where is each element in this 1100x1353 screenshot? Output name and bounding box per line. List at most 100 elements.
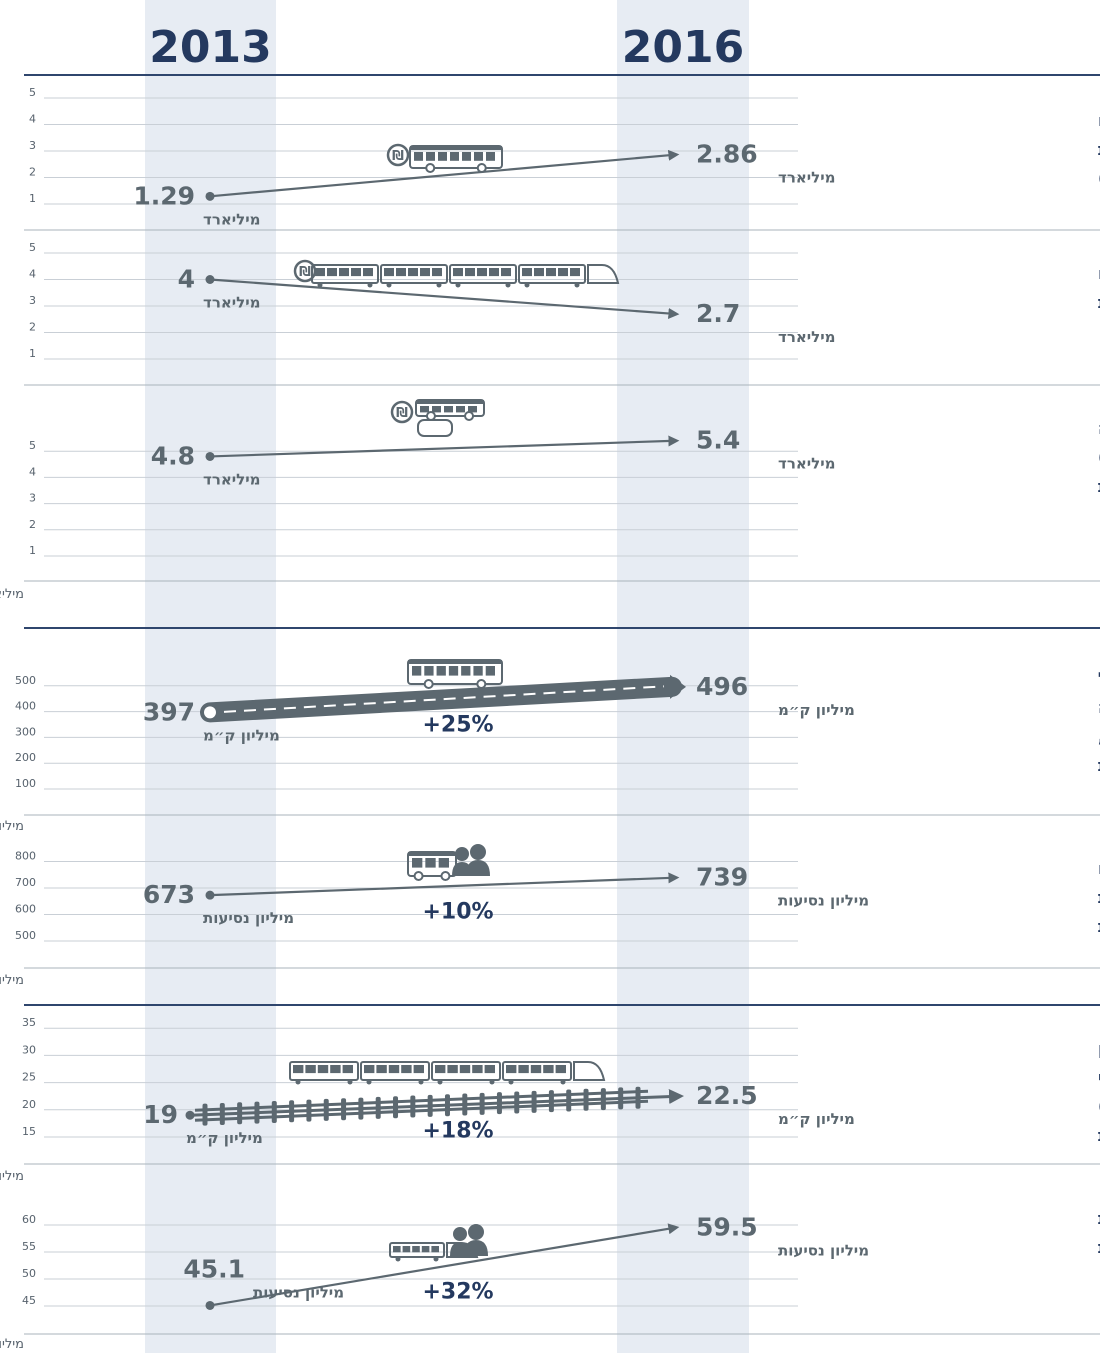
rail-sleeper: [444, 1094, 450, 1117]
panel-title-line: באותה שנה) באוטובוסים,: [1098, 727, 1100, 746]
value-2016: 739: [696, 863, 748, 892]
panel-title-line: תקציב לפיתוח: [1098, 264, 1100, 283]
value-2013: 4: [178, 265, 195, 294]
value-2016: 59.5: [696, 1213, 758, 1242]
series-line: [209, 872, 680, 897]
value-2013: 673: [143, 880, 195, 909]
rail-sleeper: [289, 1100, 295, 1123]
axis-unit-label: מיליון נסיעות: [0, 1337, 24, 1352]
axis-unit-label: מיליון ק״מ: [0, 819, 24, 834]
train-track-icon: [289, 1061, 606, 1085]
panel-title-line: התחבורה באותה שנה): [1098, 1097, 1100, 1116]
value-2016: 2.86: [696, 140, 758, 169]
unit-2016: מיליארד: [778, 169, 836, 187]
svg-text:₪: ₪: [299, 265, 311, 280]
panel-3: 1 2 3 4 5 מיליארד ₪ תקציב תמיכה (סבסוד) בתחבורה …: [0, 399, 1100, 602]
rail-sleeper: [202, 1103, 208, 1126]
series-line: [209, 278, 680, 319]
panel-7: 45 50 55 60 מיליון נסיעות מספר נסיעות נוסעים ב…: [0, 1209, 1100, 1352]
y-tick-label: 4: [29, 268, 36, 281]
unit-2013: מיליון ק״מ: [186, 1129, 263, 1147]
rail-sleeper: [306, 1099, 312, 1122]
series-arrowhead: [670, 674, 686, 699]
rail-sleeper: [514, 1091, 520, 1114]
series-line: [189, 1089, 684, 1117]
value-2013: 4.8: [151, 441, 195, 470]
panel-title-line: באוטובוסים, רכבת: [1098, 888, 1100, 907]
panel-title-line: קלה ומטרונית: [1098, 917, 1100, 936]
y-tick-label: 30: [22, 1043, 36, 1056]
bus-icon: [407, 659, 503, 689]
unit-2013: מיליון נסיעות: [253, 1283, 344, 1301]
y-tick-label: 300: [15, 725, 36, 738]
rail-sleeper: [219, 1102, 225, 1125]
rail-sleeper: [618, 1087, 624, 1110]
y-tick-label: 1: [29, 347, 36, 360]
y-tick-label: 3: [29, 492, 36, 505]
unit-2013: מיליארד: [203, 294, 261, 312]
y-tick-label: 800: [15, 850, 36, 863]
panel-title-line: רכבת קלה ומטרונית: [1098, 756, 1100, 775]
panel-4: 100 200 300 400 500 מיליון ק״מ היקף השירות הני…: [0, 659, 1100, 834]
panel-title-line: בתחבורה ציבורית: [1098, 477, 1100, 496]
value-2016: 496: [696, 672, 748, 701]
panel-title-line: מספר נסיעות: [1098, 1209, 1100, 1228]
unit-2013: מיליארד: [203, 470, 261, 488]
train-shekel-icon: ₪: [293, 259, 620, 288]
unit-2016: מיליון נסיעות: [778, 892, 869, 910]
panel-title-line: היקף השירות הניתן: [1098, 1039, 1100, 1058]
y-tick-label: 35: [22, 1016, 36, 1029]
value-2016: 22.5: [696, 1081, 758, 1110]
svg-text:₪: ₪: [392, 149, 404, 164]
point-2013: [205, 191, 215, 201]
series-line: [200, 676, 682, 723]
point-2013: [205, 451, 215, 461]
rail-top: [194, 1089, 649, 1112]
point-2013: [205, 1300, 215, 1310]
panel-title-line: תחבורה ציבורית: [1098, 140, 1100, 159]
percent-change: +18%: [422, 1119, 493, 1144]
point-2013: [204, 706, 216, 719]
percent-change: +32%: [422, 1280, 493, 1305]
train-passengers-icon: [389, 1224, 488, 1262]
bus-shekel-icon: ₪: [386, 143, 503, 173]
y-tick-label: 200: [15, 751, 36, 764]
rail-sleeper: [496, 1092, 502, 1115]
panel-title-line: היקף השירות הניתן (כלל: [1098, 669, 1100, 688]
unit-2016: מיליארד: [778, 455, 836, 473]
year-2013-label: 2013: [149, 22, 271, 73]
y-tick-label: 100: [15, 777, 36, 790]
y-tick-label: 55: [22, 1240, 36, 1253]
point-2013: [185, 1110, 195, 1120]
panel-title-line: (סבסוד): [1098, 448, 1100, 467]
road-dashes: [223, 685, 665, 713]
y-tick-label: 5: [29, 241, 36, 254]
point-2013: [205, 275, 215, 284]
y-tick-label: 2: [29, 321, 36, 334]
axis-unit-label: מיליון נסיעות: [0, 973, 24, 988]
panel-title-line: תקציב תמיכה: [1098, 419, 1100, 438]
y-tick-label: 2: [29, 518, 36, 531]
y-tick-label: 2: [29, 166, 36, 179]
rail-sleeper: [254, 1101, 260, 1124]
svg-text:₪: ₪: [396, 406, 408, 421]
unit-2016: מיליון ק״מ: [778, 1110, 855, 1128]
panel-title-line: (למעט רכבות כבדות): [1098, 169, 1100, 188]
rail-sleeper: [341, 1098, 347, 1121]
rail-sleeper: [479, 1092, 485, 1115]
rail-sleeper: [410, 1095, 416, 1118]
panel-title-line: הנסועה של אמצעי התחבורה: [1098, 698, 1100, 717]
rail-sleeper: [237, 1102, 243, 1125]
y-tick-label: 500: [15, 929, 36, 942]
y-tick-label: 60: [22, 1213, 36, 1226]
y-tick-label: 3: [29, 139, 36, 152]
band-2013: [145, 0, 276, 1353]
value-2013: 19: [143, 1100, 178, 1129]
value-2013: 1.29: [133, 181, 195, 210]
point-2013: [205, 890, 215, 900]
y-tick-label: 4: [29, 465, 36, 478]
rail-sleeper: [323, 1098, 329, 1121]
y-tick-label: 50: [22, 1267, 36, 1280]
rail-sleeper: [583, 1088, 589, 1111]
unit-2016: מיליון נסיעות: [778, 1242, 869, 1260]
